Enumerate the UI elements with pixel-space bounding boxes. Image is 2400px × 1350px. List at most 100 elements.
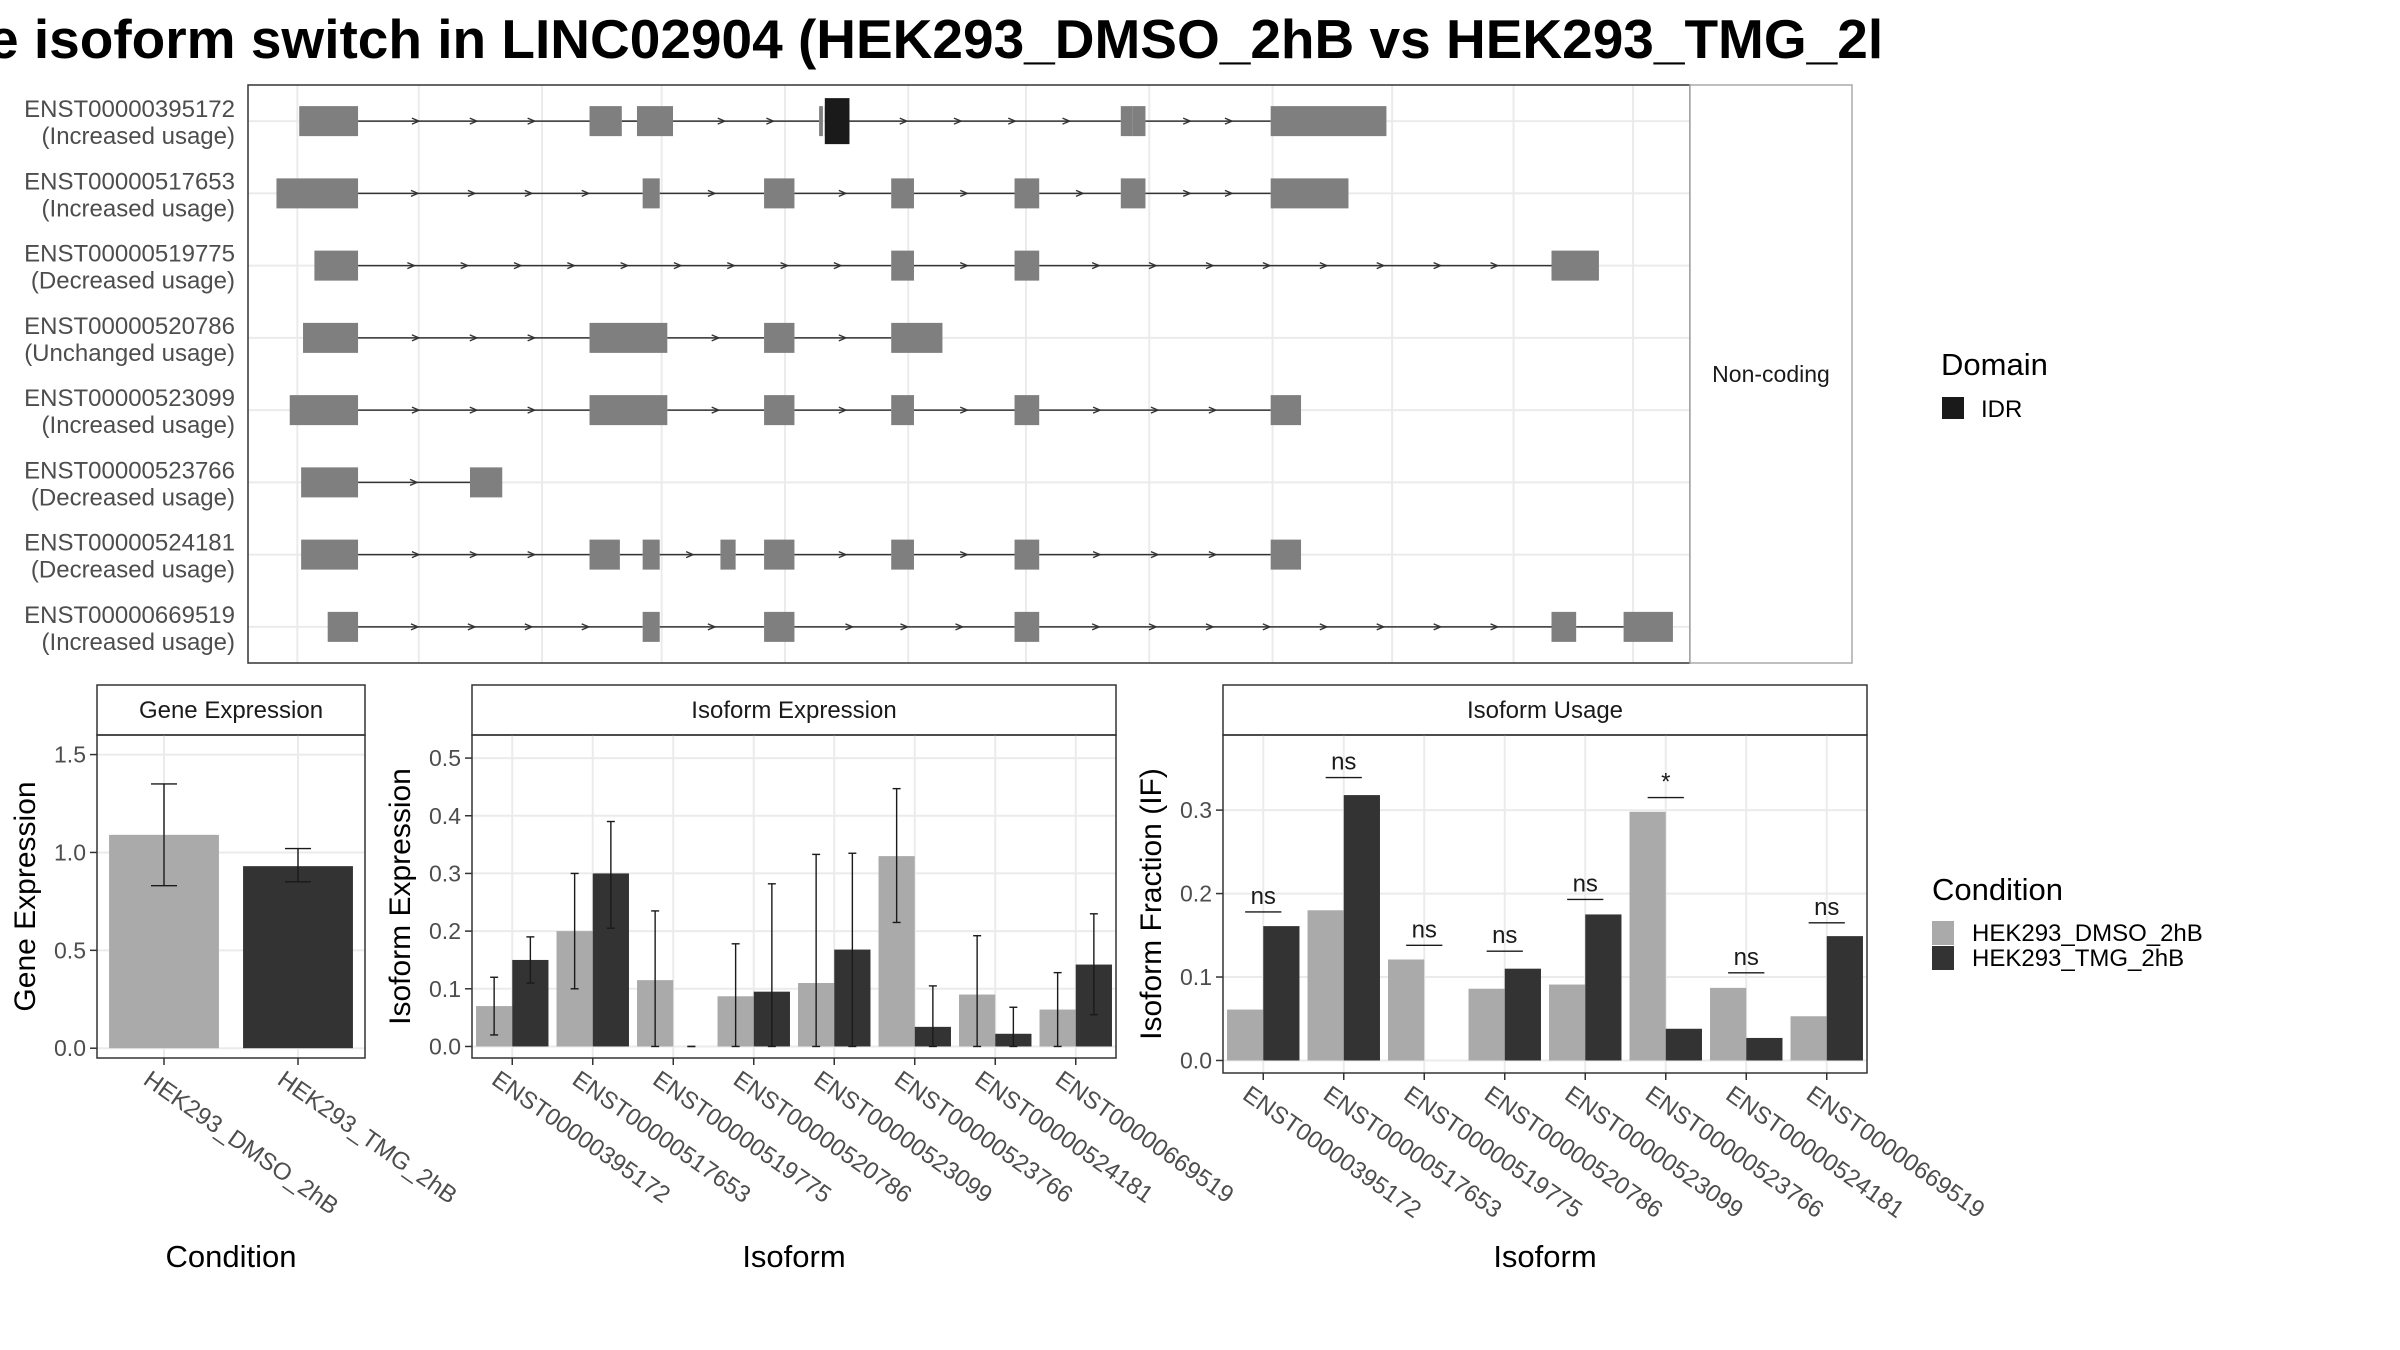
panel-border bbox=[96, 734, 366, 1059]
intron-arrow bbox=[410, 189, 420, 198]
intron-arrow bbox=[1490, 261, 1500, 270]
exon-block bbox=[642, 539, 660, 570]
bar-dmso bbox=[1307, 910, 1344, 1061]
intron-arrow bbox=[1205, 261, 1215, 270]
exon-block bbox=[589, 106, 609, 137]
intron-arrow bbox=[899, 117, 909, 125]
intron-arrow bbox=[469, 117, 479, 125]
exon-block bbox=[764, 322, 795, 353]
exon-block bbox=[303, 322, 359, 353]
intron-arrow bbox=[673, 261, 683, 270]
bar-tmg bbox=[1665, 1028, 1702, 1061]
y-tick-label: 1.5 bbox=[54, 742, 86, 768]
intron-arrow bbox=[411, 117, 421, 125]
exon-block bbox=[301, 539, 359, 570]
y-axis-title: Isoform Fraction (IF) bbox=[1135, 768, 1168, 1040]
transcript-usage-label: (Decreased usage) bbox=[31, 484, 235, 511]
intron-arrow bbox=[1007, 117, 1018, 125]
exon-block bbox=[469, 467, 503, 498]
intron-arrow bbox=[845, 623, 855, 631]
transcript-row bbox=[301, 467, 503, 498]
intron-arrow bbox=[1148, 261, 1158, 270]
intron-arrow bbox=[1224, 189, 1234, 198]
exon-block bbox=[276, 178, 359, 209]
intron-arrow bbox=[527, 334, 537, 342]
intron-arrow bbox=[407, 261, 417, 270]
intron-arrow bbox=[838, 189, 848, 198]
bar-tmg bbox=[1504, 968, 1541, 1061]
exon-block bbox=[1270, 106, 1387, 137]
signif-label: ns bbox=[1331, 749, 1356, 776]
intron-arrow bbox=[838, 550, 848, 559]
transcript-id-label: ENST00000520786 bbox=[24, 313, 235, 340]
exon-block bbox=[642, 178, 660, 209]
panel-strip bbox=[1222, 684, 1868, 736]
intron-arrow bbox=[567, 261, 577, 270]
exon-block bbox=[1551, 611, 1577, 642]
intron-arrow bbox=[711, 406, 721, 414]
condition-legend-title: Condition bbox=[1932, 872, 2063, 907]
condition-legend-label: HEK293_DMSO_2hB bbox=[1972, 920, 2203, 947]
transcript-id-label: ENST00000395172 bbox=[24, 96, 235, 123]
intron-arrow bbox=[1376, 261, 1386, 270]
transcript-row bbox=[301, 539, 1302, 570]
exon-block bbox=[1270, 539, 1302, 570]
exon-block bbox=[764, 395, 795, 426]
exon-block bbox=[891, 250, 914, 281]
exon-block bbox=[1014, 611, 1040, 642]
intron-arrow bbox=[1490, 623, 1500, 631]
intron-arrow bbox=[1208, 406, 1218, 414]
bar-dmso bbox=[1710, 987, 1747, 1061]
intron-arrow bbox=[524, 189, 534, 198]
exon-block bbox=[642, 611, 660, 642]
intron-arrow bbox=[581, 623, 591, 631]
transcript-usage-label: (Unchanged usage) bbox=[24, 340, 235, 367]
y-axis-title: Gene Expression bbox=[9, 781, 42, 1011]
intron-arrow bbox=[581, 189, 591, 198]
intron-arrow bbox=[1433, 261, 1443, 270]
y-tick-label: 0.2 bbox=[1180, 881, 1212, 907]
exon-block bbox=[1120, 106, 1133, 137]
bar-tmg bbox=[1746, 1037, 1783, 1061]
facet-label: Non-coding bbox=[1712, 361, 1830, 387]
exon-block bbox=[327, 611, 359, 642]
exon-block bbox=[1014, 250, 1040, 281]
transcript-id-label: ENST00000523766 bbox=[24, 457, 235, 484]
bar-dmso bbox=[1790, 1016, 1827, 1061]
intron-arrow bbox=[959, 261, 970, 270]
intron-arrow bbox=[900, 623, 910, 631]
transcript-id-label: ENST00000524181 bbox=[24, 530, 235, 557]
domain-legend-label: IDR bbox=[1981, 396, 2022, 423]
y-tick-label: 0.5 bbox=[54, 937, 86, 963]
transcript-row bbox=[276, 178, 1349, 209]
bar-dmso bbox=[1468, 988, 1505, 1061]
transcript-row bbox=[314, 250, 1599, 281]
bar-dmso bbox=[1227, 1009, 1264, 1061]
condition-legend-key bbox=[1932, 946, 1954, 970]
y-tick-label: 0.3 bbox=[1180, 797, 1212, 823]
exon-block bbox=[1014, 178, 1040, 209]
intron-arrow bbox=[513, 261, 523, 270]
intron-arrow bbox=[959, 406, 970, 414]
exon-block bbox=[1623, 611, 1673, 642]
transcript-usage-label: (Increased usage) bbox=[42, 123, 235, 150]
intron-arrow bbox=[460, 261, 470, 270]
exon-block bbox=[891, 322, 943, 353]
y-tick-label: 0.0 bbox=[1180, 1047, 1212, 1073]
intron-arrow bbox=[469, 550, 479, 559]
exon-block bbox=[289, 395, 359, 426]
transcript-usage-label: (Decreased usage) bbox=[31, 557, 235, 584]
intron-arrow bbox=[726, 261, 737, 270]
exon-block bbox=[720, 539, 736, 570]
exon-block bbox=[589, 539, 620, 570]
intron-arrow bbox=[1319, 623, 1329, 631]
exon-block bbox=[764, 178, 795, 209]
transcript-usage-label: (Increased usage) bbox=[42, 412, 235, 439]
signif-label: ns bbox=[1573, 870, 1598, 897]
intron-arrow bbox=[953, 117, 963, 125]
panel-border bbox=[471, 734, 1117, 1059]
intron-arrow bbox=[467, 189, 477, 198]
intron-arrow bbox=[959, 550, 970, 559]
